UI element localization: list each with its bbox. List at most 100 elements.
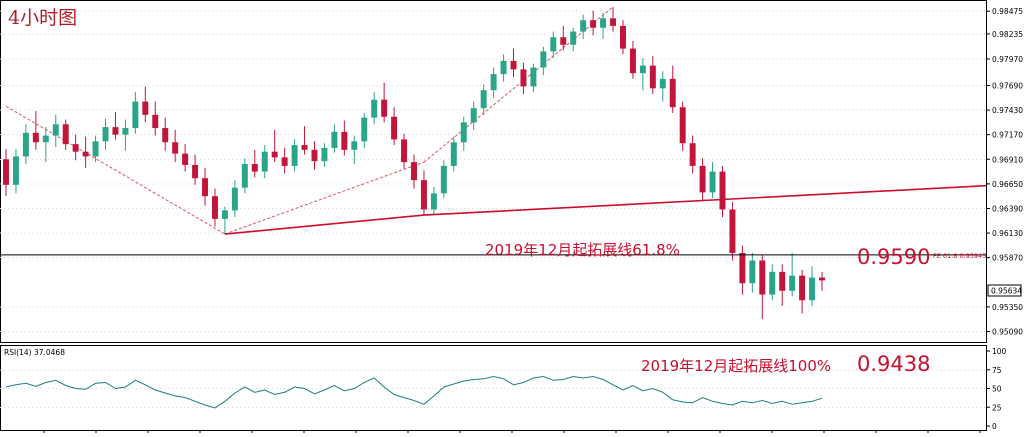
candle-body xyxy=(192,164,199,179)
candle-body xyxy=(799,275,806,301)
candle-body xyxy=(231,187,238,211)
candle-body xyxy=(102,127,109,142)
candle-body xyxy=(530,67,537,87)
candle-body xyxy=(142,101,149,115)
fib-guide-lines xyxy=(5,6,614,235)
candle-body xyxy=(351,141,358,150)
candle-body xyxy=(480,90,487,109)
candle-body xyxy=(759,260,766,295)
candle-body xyxy=(361,117,368,142)
candle-body xyxy=(709,171,716,193)
candle-body xyxy=(311,149,318,162)
trend-lines xyxy=(224,184,987,235)
trend-line-right xyxy=(423,184,987,216)
candle-body xyxy=(520,69,527,87)
candle-body xyxy=(600,18,607,28)
candle-body xyxy=(619,25,626,49)
trend-line-left xyxy=(224,214,425,235)
candle-body xyxy=(261,151,268,172)
candle-body xyxy=(500,60,507,75)
candle-body xyxy=(32,132,39,143)
candle-body xyxy=(42,135,49,143)
candle-body xyxy=(420,180,427,210)
candle-body xyxy=(62,124,69,145)
price-tick-label: 0.96130 xyxy=(992,229,1023,238)
candles xyxy=(3,6,825,320)
price-panel-frame xyxy=(0,0,987,343)
candle-body xyxy=(221,210,228,219)
price-tick-label: 0.95350 xyxy=(992,303,1023,312)
candle-body xyxy=(301,145,308,150)
candle-body xyxy=(411,162,417,181)
candle-body xyxy=(679,107,686,144)
candle-body xyxy=(689,143,696,166)
candle-body xyxy=(162,128,169,143)
candle-body xyxy=(819,277,825,281)
price-tick-label: 0.98475 xyxy=(992,7,1023,16)
price-tick-label: 0.96910 xyxy=(992,155,1023,164)
candle-body xyxy=(82,151,89,157)
current-price-box xyxy=(987,284,1022,297)
candle-body xyxy=(769,271,776,295)
candle-body xyxy=(460,122,467,143)
price-tick-label: 0.98235 xyxy=(992,30,1023,39)
candle-body xyxy=(749,260,756,284)
candle-body xyxy=(580,20,587,32)
price-axis: 0.98475 0.98235 0.97970 0.97690 0.97430 0.971… xyxy=(986,7,1023,336)
candle-body xyxy=(251,164,258,172)
candle-body xyxy=(450,142,457,166)
fe-tag: FE 61.8 0.95945 xyxy=(933,252,986,260)
price-tick-label: 0.97690 xyxy=(992,81,1023,90)
candle-body xyxy=(112,127,119,135)
rsi-tick-label: 25 xyxy=(992,403,1002,412)
fib-guide-segment xyxy=(423,6,614,163)
candle-body xyxy=(401,139,408,163)
candle-body xyxy=(490,74,497,91)
candle-body xyxy=(12,156,19,185)
candle-body xyxy=(719,171,726,210)
rsi-tick-label: 75 xyxy=(992,366,1002,375)
rsi-tick-label: 100 xyxy=(992,347,1007,356)
candle-body xyxy=(440,165,447,194)
rsi-line xyxy=(5,375,823,409)
rsi-axis: 100 75 50 25 0 xyxy=(986,347,1007,431)
candle-body xyxy=(182,153,189,165)
fib-100-value: 0.9438 xyxy=(857,352,930,376)
candle-body xyxy=(699,165,706,193)
candle-body xyxy=(381,99,388,117)
candle-body xyxy=(52,124,59,136)
candle-body xyxy=(22,132,29,157)
candle-body xyxy=(122,128,129,135)
chart-title: 4小时图 xyxy=(8,7,77,29)
candle-body xyxy=(550,37,557,52)
candle-body xyxy=(211,196,218,219)
candle-body xyxy=(371,99,378,118)
candle-body xyxy=(629,48,636,74)
candle-body xyxy=(271,151,278,158)
candle-body xyxy=(470,108,477,123)
fib-618-label: 2019年12月起拓展线61.8% xyxy=(485,241,680,259)
candle-body xyxy=(132,101,139,129)
rsi-tick-label: 50 xyxy=(992,385,1002,394)
fib-618-value: 0.9590 xyxy=(857,245,930,269)
candle-body xyxy=(560,37,567,45)
price-grid xyxy=(0,10,986,332)
candle-body xyxy=(510,60,517,70)
candle-body xyxy=(729,209,736,253)
candle-body xyxy=(72,144,79,152)
rsi-tick-label: 0 xyxy=(992,422,997,431)
candle-body xyxy=(291,145,298,166)
price-tick-label: 0.96390 xyxy=(992,204,1023,213)
price-tick-label: 0.96650 xyxy=(992,180,1023,189)
candle-body xyxy=(590,20,597,28)
candle-body xyxy=(739,252,746,284)
candle-body xyxy=(3,159,9,185)
candle-body xyxy=(779,271,786,291)
candle-body xyxy=(281,157,288,166)
candle-body xyxy=(391,116,398,140)
rsi-label: RSI(14) 37.0468 xyxy=(4,348,65,357)
candle-body xyxy=(341,131,348,150)
